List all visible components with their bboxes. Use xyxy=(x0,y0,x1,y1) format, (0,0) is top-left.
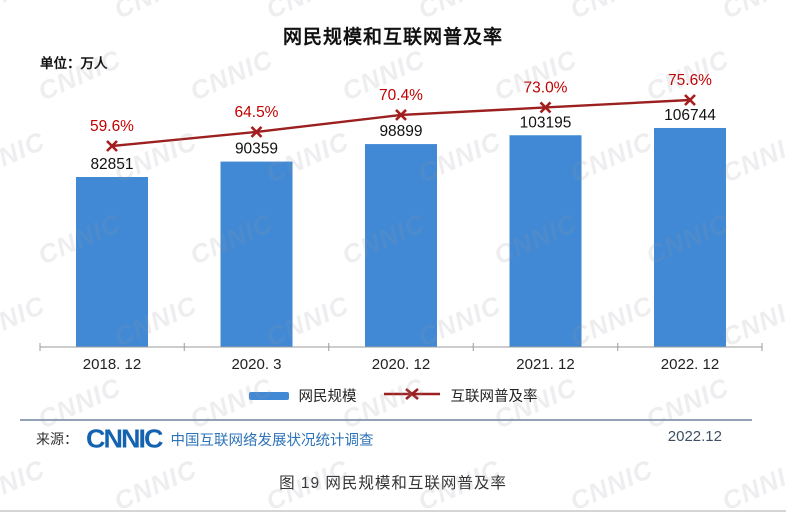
bar-2022.12 xyxy=(654,127,726,347)
bar-2020.3 xyxy=(220,161,293,347)
bar-series-label: 网民规模 xyxy=(298,389,357,405)
line-value-label: 73.0% xyxy=(524,79,568,96)
x-marker-icon xyxy=(106,140,118,152)
footer-date: 2022.12 xyxy=(667,428,722,445)
bottom-edge-line xyxy=(0,510,786,512)
line-value-label: 64.5% xyxy=(235,104,279,121)
x-tick-label: 2021. 12 xyxy=(516,356,574,373)
chart-legend: 网民规模 互联网普及率 xyxy=(0,385,786,406)
bar-value-label: 82851 xyxy=(90,156,133,173)
x-marker-icon xyxy=(395,109,407,121)
source-text: 中国互联网络发展状况统计调查 xyxy=(170,432,374,449)
x-tick-label: 2018. 12 xyxy=(83,356,141,373)
source-row: 来源： CNNIC 中国互联网络发展状况统计调查 xyxy=(36,424,374,454)
bar-2020.12 xyxy=(365,144,437,347)
cnnic-logo: CNNIC xyxy=(86,424,163,453)
x-tick-label: 2020. 3 xyxy=(231,356,281,373)
x-marker-icon xyxy=(250,125,263,138)
bar-value-label: 106744 xyxy=(664,107,716,124)
bar-value-label: 90359 xyxy=(235,141,278,158)
x-marker-icon xyxy=(684,94,696,106)
bar-value-label: 103195 xyxy=(520,114,572,131)
line-series-label: 互联网普及率 xyxy=(450,389,538,405)
line-value-label: 59.6% xyxy=(90,118,134,135)
bar-value-label: 98899 xyxy=(379,123,422,140)
figure-caption: 图 19 网民规模和互联网普及率 xyxy=(279,475,507,492)
bar-2021.12 xyxy=(509,135,582,347)
x-marker-icon xyxy=(539,101,552,114)
x-tick-label: 2020. 12 xyxy=(372,356,430,373)
unit-label: 单位：万人 xyxy=(40,56,108,71)
source-prefix: 来源： xyxy=(36,431,78,447)
chart-title: 网民规模和互联网普及率 xyxy=(282,27,503,48)
line-marker-icon xyxy=(383,387,441,405)
bar-2018.12 xyxy=(76,177,148,347)
line-value-label: 75.6% xyxy=(668,72,712,89)
x-tick-label: 2022. 12 xyxy=(661,356,719,373)
bar-series-swatch xyxy=(248,391,289,400)
footer-separator xyxy=(20,419,752,421)
line-value-label: 70.4% xyxy=(379,87,423,104)
